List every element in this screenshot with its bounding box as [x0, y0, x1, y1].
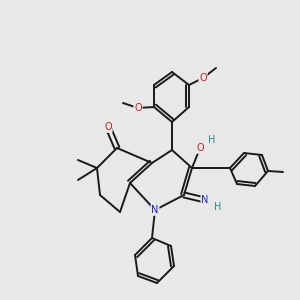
Text: O: O: [199, 73, 207, 83]
Text: H: H: [214, 202, 222, 212]
Text: O: O: [196, 143, 204, 153]
Text: O: O: [104, 122, 112, 132]
Text: N: N: [201, 195, 209, 205]
Text: H: H: [208, 135, 216, 145]
Text: O: O: [134, 103, 142, 113]
Text: N: N: [151, 205, 159, 215]
